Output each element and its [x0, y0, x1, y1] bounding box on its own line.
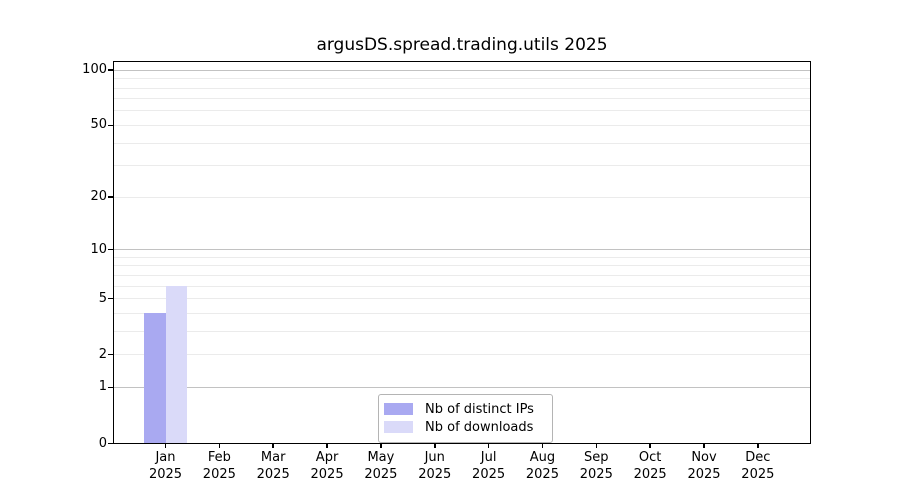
gridline-major: [113, 249, 811, 251]
x-tick-mark: [380, 443, 382, 448]
gridline-minor: [113, 265, 811, 267]
gridline-minor: [113, 124, 811, 126]
gridline-minor: [113, 165, 811, 167]
gridline-minor: [113, 196, 811, 198]
x-tick-mark: [433, 443, 436, 448]
x-tick-label-apr: Apr 2025: [310, 450, 344, 482]
y-tick-label: 100: [82, 62, 107, 78]
x-tick-label-nov: Nov 2025: [687, 450, 721, 482]
legend-swatch-downloads: [384, 421, 413, 433]
y-tick-label: 20: [90, 189, 107, 205]
y-tick-mark: [108, 297, 113, 300]
y-tick-mark: [108, 442, 113, 445]
x-tick-mark: [757, 443, 759, 448]
gridline-minor: [113, 256, 811, 258]
y-tick-mark: [108, 353, 113, 356]
x-tick-mark: [649, 443, 651, 448]
chart-title: argusDS.spread.trading.utils 2025: [316, 35, 608, 55]
x-tick-mark: [595, 443, 598, 448]
x-tick-mark: [272, 443, 274, 448]
y-tick-label: 0: [98, 435, 107, 451]
legend-label-distinct-ips: Nb of distinct IPs: [425, 401, 534, 417]
x-tick-label-jan: Jan 2025: [148, 450, 183, 482]
bar-downloads-jan: [165, 286, 187, 444]
x-tick-mark: [541, 443, 544, 448]
x-tick-mark: [703, 443, 705, 448]
x-tick-label-aug: Aug 2025: [525, 450, 559, 482]
gridline-minor: [113, 330, 811, 332]
gridline-minor: [113, 312, 811, 314]
y-tick-label: 1: [98, 379, 107, 395]
legend-entry-distinct-ips: Nb of distinct IPs: [384, 401, 546, 417]
x-tick-mark: [218, 443, 221, 448]
x-tick-label-dec: Dec 2025: [741, 450, 775, 482]
gridline-minor: [113, 98, 811, 100]
gridline-minor: [113, 87, 811, 89]
x-tick-label-sep: Sep 2025: [579, 450, 613, 482]
x-tick-mark: [487, 443, 490, 448]
gridline-minor: [113, 142, 811, 144]
x-tick-mark: [326, 443, 328, 448]
y-tick-label: 5: [98, 290, 107, 306]
y-tick-mark: [108, 248, 113, 251]
legend-entry-downloads: Nb of downloads: [384, 419, 546, 435]
plot-area: [113, 61, 811, 444]
gridline-minor: [113, 274, 811, 276]
x-tick-label-oct: Oct 2025: [633, 450, 667, 482]
x-tick-mark: [164, 443, 167, 448]
y-tick-label: 2: [98, 346, 107, 362]
x-tick-label-mar: Mar 2025: [256, 450, 290, 482]
x-tick-label-jul: Jul 2025: [472, 450, 506, 482]
x-tick-label-jun: Jun 2025: [418, 450, 452, 482]
legend-swatch-distinct-ips: [384, 403, 413, 415]
y-tick-label: 10: [90, 241, 107, 257]
gridline-minor: [113, 110, 811, 112]
y-tick-mark: [108, 69, 113, 71]
y-tick-label: 50: [90, 117, 107, 133]
x-tick-label-feb: Feb 2025: [202, 450, 236, 482]
gridline-major: [113, 69, 811, 71]
gridline-minor: [113, 78, 811, 80]
y-tick-mark: [108, 124, 113, 127]
legend-label-downloads: Nb of downloads: [425, 419, 534, 435]
x-tick-label-may: May 2025: [364, 450, 398, 482]
y-tick-mark: [108, 386, 113, 389]
y-tick-mark: [108, 196, 113, 199]
bar-distinct-ips-jan: [144, 313, 166, 444]
gridline-minor: [113, 285, 811, 287]
gridline-minor: [113, 354, 811, 356]
gridline-minor: [113, 298, 811, 300]
gridline-major: [113, 386, 811, 388]
legend: Nb of distinct IPs Nb of downloads: [378, 394, 553, 443]
